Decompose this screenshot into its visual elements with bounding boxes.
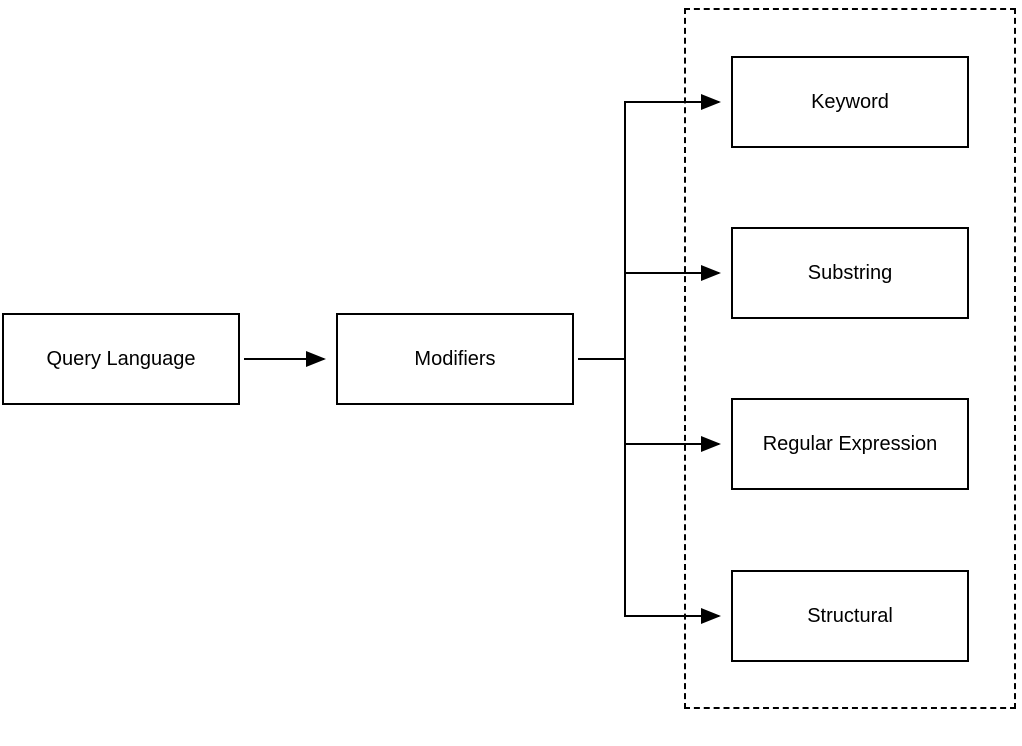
node-regex: Regular Expression [731,398,969,490]
node-query-language: Query Language [2,313,240,405]
node-structural: Structural [731,570,969,662]
node-label: Modifiers [414,348,495,371]
node-modifiers: Modifiers [336,313,574,405]
node-label: Query Language [46,348,195,371]
node-label: Structural [807,605,893,628]
node-keyword: Keyword [731,56,969,148]
node-label: Substring [808,262,893,285]
node-substring: Substring [731,227,969,319]
node-label: Regular Expression [763,433,938,456]
node-label: Keyword [811,91,889,114]
